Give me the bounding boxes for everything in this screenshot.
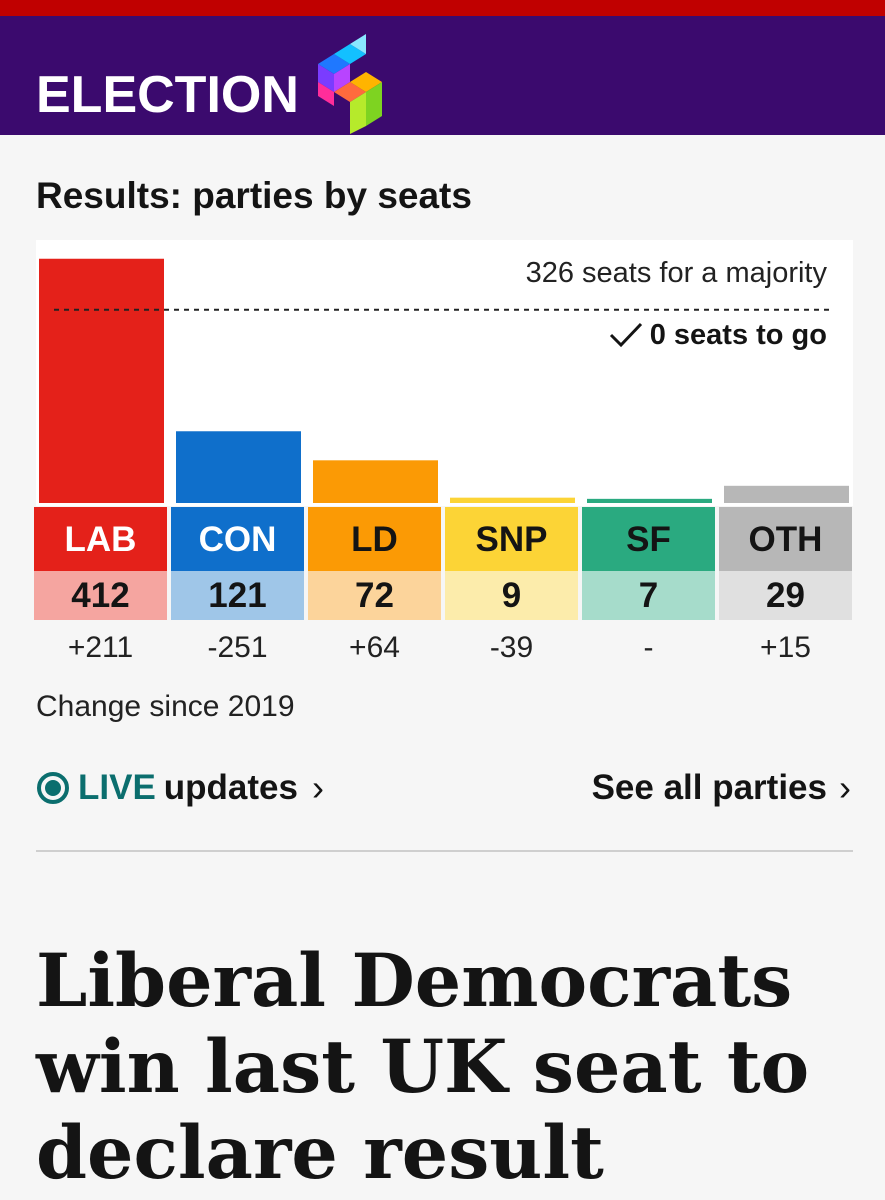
live-updates-link[interactable]: LIVE updates › [36, 766, 324, 810]
bar-lab [39, 258, 164, 503]
checkmark-icon [609, 322, 642, 348]
party-abbr: CON [171, 507, 304, 571]
change-caption: Change since 2019 [36, 690, 295, 723]
election-24-logo [318, 34, 382, 134]
party-abbr: LD [308, 507, 441, 571]
bar-ld [313, 460, 438, 503]
party-change: +15 [760, 631, 811, 664]
party-change: -251 [207, 631, 268, 664]
party-results: LAB 412 +211 CON 121 -251 LD 72 +64 SNP … [34, 507, 854, 668]
party-seats: 29 [719, 571, 852, 620]
seats-chart-background [36, 240, 853, 506]
seats-to-go-label: 0 seats to go [649, 319, 827, 351]
party-seats: 9 [445, 571, 578, 620]
party-abbr: LAB [34, 507, 167, 571]
party-seats: 412 [34, 571, 167, 620]
party-change: +211 [67, 631, 134, 664]
article-headline[interactable]: Liberal Democrats win last UK seat to de… [36, 938, 810, 1196]
see-all-parties-link[interactable]: See all parties › [592, 766, 851, 810]
live-label: LIVE [78, 768, 156, 807]
seats-to-go: 0 seats to go [608, 317, 827, 353]
bar-sf [587, 498, 712, 503]
seats-bar-chart [39, 258, 849, 503]
election-header: ELECTION [0, 16, 885, 135]
party-snp[interactable]: SNP 9 -39 [445, 507, 578, 668]
divider [36, 850, 853, 852]
party-abbr: SNP [445, 507, 578, 571]
party-change: -39 [489, 631, 534, 664]
party-change: - [643, 631, 654, 664]
updates-label: updates [163, 768, 298, 807]
chevron-right-icon: › [839, 767, 851, 808]
majority-label: 326 seats for a majority [525, 257, 827, 289]
bar-oth [724, 485, 849, 503]
top-accent-strip [0, 0, 885, 16]
results-title: Results: parties by seats [36, 175, 472, 216]
party-lab[interactable]: LAB 412 +211 [34, 507, 167, 668]
party-seats: 72 [308, 571, 441, 620]
party-oth[interactable]: OTH 29 +15 [719, 507, 852, 668]
party-abbr: SF [582, 507, 715, 571]
party-ld[interactable]: LD 72 +64 [308, 507, 441, 668]
bar-snp [450, 497, 575, 503]
party-sf[interactable]: SF 7 - [582, 507, 715, 668]
party-change: +64 [349, 631, 400, 664]
bar-con [176, 431, 301, 503]
live-dot-icon [37, 772, 69, 804]
election-title: ELECTION [36, 66, 299, 124]
party-con[interactable]: CON 121 -251 [171, 507, 304, 668]
see-all-label: See all parties [591, 768, 827, 807]
party-seats: 7 [582, 571, 715, 620]
chevron-right-icon: › [312, 767, 324, 808]
party-abbr: OTH [719, 507, 852, 571]
party-seats: 121 [171, 571, 304, 620]
